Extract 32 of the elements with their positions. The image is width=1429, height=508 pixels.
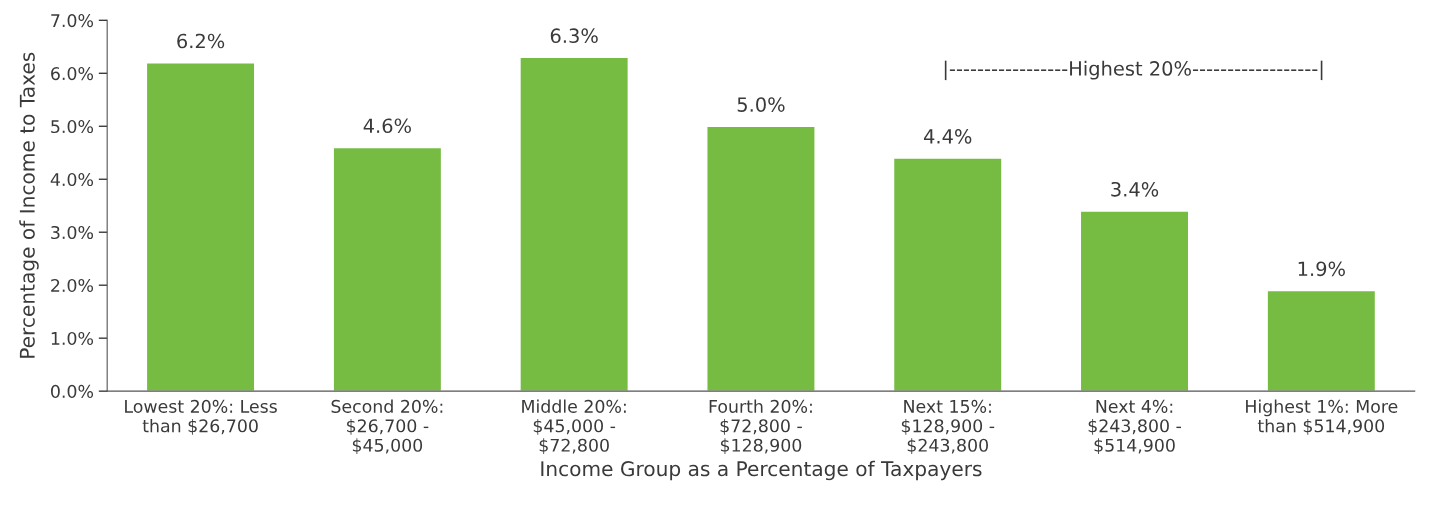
data-label: 5.0% xyxy=(737,97,785,112)
data-label: 6.3% xyxy=(550,28,598,44)
y-tick-label: 5.0% xyxy=(51,119,94,134)
bar xyxy=(892,157,1003,392)
data-label: 1.9% xyxy=(1298,261,1345,277)
x-tick-label: Lowest 20%: Less than $26,700 xyxy=(125,399,277,435)
bar xyxy=(332,146,443,392)
x-tick-label: Next 4%: $243,800 - $514,900 xyxy=(1088,399,1181,455)
y-tick-label: 3.0% xyxy=(51,225,94,240)
data-label: 4.6% xyxy=(363,118,411,134)
x-tick-label: Fourth 20%: $72,800 - $128,900 xyxy=(709,399,812,455)
data-label: 6.2% xyxy=(177,33,225,49)
x-tick-label: Next 15%: $128,900 - $243,800 xyxy=(901,399,995,455)
y-tick-label: 7.0% xyxy=(51,14,94,28)
bar xyxy=(519,56,630,392)
y-tick-label: 4.0% xyxy=(50,172,94,187)
y-tick-label: 1.0% xyxy=(51,331,94,346)
x-tick-label: Highest 1%: More than $514,900 xyxy=(1246,399,1398,435)
y-tick-label: 2.0% xyxy=(51,278,94,293)
bar xyxy=(1266,289,1377,392)
data-label: 4.4% xyxy=(923,128,972,144)
bar xyxy=(706,125,816,392)
bar xyxy=(1079,210,1190,392)
data-label: 3.4% xyxy=(1111,181,1159,197)
y-tick-label: 6.0% xyxy=(51,67,94,81)
bar xyxy=(145,62,256,392)
x-tick-label: Middle 20%: $45,000 - $72,800 xyxy=(522,399,626,455)
x-tick-label: Second 20%: $26,700 - $45,000 xyxy=(331,399,443,455)
y-axis-title: Percentage of Income to Taxes xyxy=(19,52,39,358)
annotation: |-----------------Highest 20%------------------| xyxy=(944,60,1323,81)
x-axis-title: Income Group as a Percentage of Taxpayers xyxy=(541,460,982,481)
y-tick-label: 0.0% xyxy=(51,384,94,398)
